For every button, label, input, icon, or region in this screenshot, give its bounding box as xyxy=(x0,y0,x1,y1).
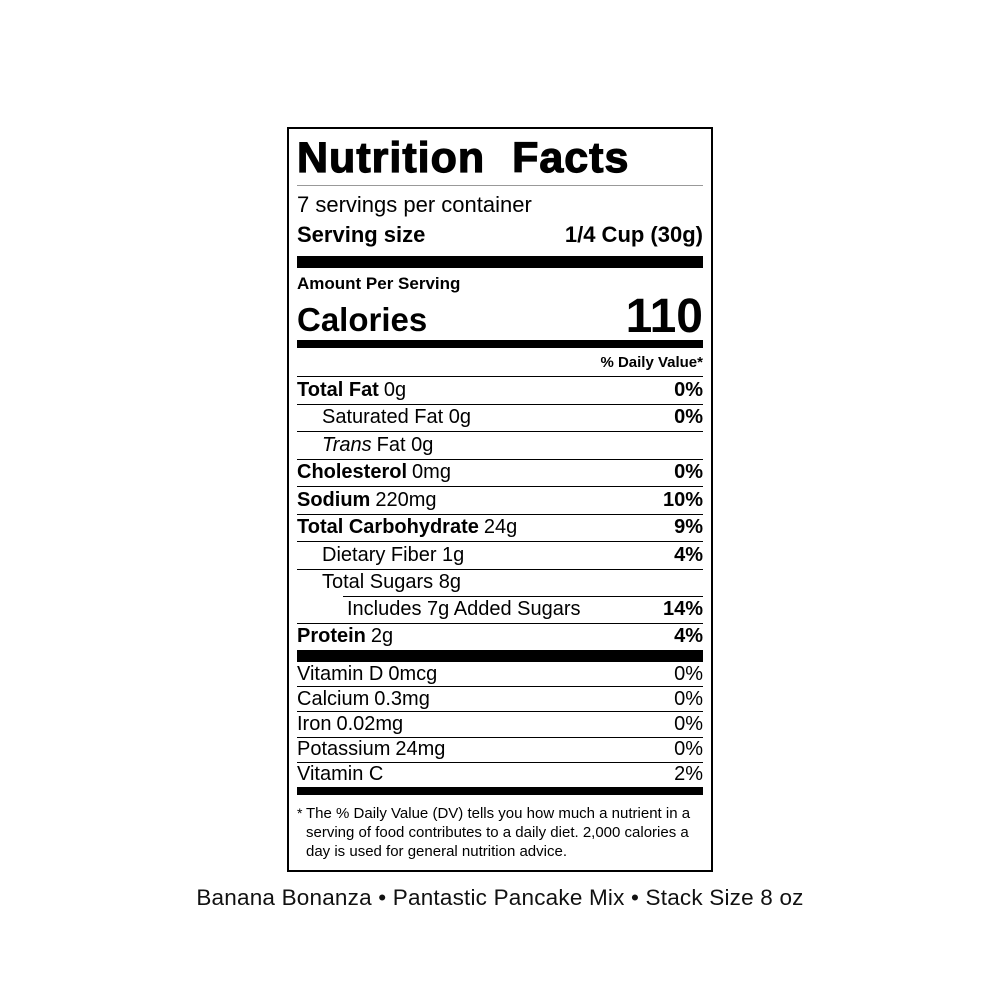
nutrient-row-total-fat: Total Fat 0g 0% xyxy=(297,377,703,405)
footnote-text: The % Daily Value (DV) tells you how muc… xyxy=(306,804,691,860)
micronutrient-dv: 0% xyxy=(674,687,703,710)
micronutrient-dv: 0% xyxy=(674,662,703,685)
nutrient-row-sodium: Sodium 220mg 10% xyxy=(297,487,703,515)
micronutrient-name: Vitamin C xyxy=(297,763,384,786)
nutrient-row-cholesterol: Cholesterol 0mg 0% xyxy=(297,460,703,487)
section-bar-thick xyxy=(297,650,703,662)
nutrient-name: Cholesterol xyxy=(297,461,408,484)
micronutrient-dv: 0% xyxy=(674,738,703,761)
daily-value-footnote: * The % Daily Value (DV) tells you how m… xyxy=(297,795,703,861)
micronutrient-dv: 0% xyxy=(674,712,703,735)
serving-size-label: Serving size xyxy=(297,222,426,247)
nutrient-dv: 4% xyxy=(674,543,703,566)
nutrient-dv: 14% xyxy=(662,597,703,620)
calories-value: 110 xyxy=(625,290,703,343)
nutrient-name: Total Carbohydrate xyxy=(297,516,479,539)
section-bar-medium xyxy=(297,340,703,348)
nutrient-amount: 0g xyxy=(383,378,407,401)
nutrient-row-total-sugars: Total Sugars 8g xyxy=(297,570,703,597)
nutrition-facts-label: Nutrition Facts 7 servings per container… xyxy=(287,127,713,872)
serving-size-row: Serving size 1/4 Cup (30g) xyxy=(297,218,703,256)
micronutrient-dv: 2% xyxy=(674,763,703,786)
nutrient-row-protein: Protein 2g 4% xyxy=(297,624,703,651)
nutrient-dv: 0% xyxy=(674,378,703,401)
nutrient-amount: Fat 0g xyxy=(376,433,434,456)
nutrient-dv: 4% xyxy=(674,625,703,648)
serving-size-value: 1/4 Cup (30g) xyxy=(564,222,703,247)
nutrient-rows: Total Fat 0g 0% Saturated Fat 0g 0% Tran… xyxy=(297,377,703,650)
nutrient-row-added-sugars: Includes 7g Added Sugars 14% xyxy=(297,596,703,624)
nutrient-name: Saturated Fat 0g xyxy=(322,406,471,429)
nutrient-amount: 24g xyxy=(483,516,518,539)
nutrient-row-total-carbohydrate: Total Carbohydrate 24g 9% xyxy=(297,515,703,542)
nutrient-amount: 220mg xyxy=(375,488,437,511)
micronutrient-row-calcium: Calcium 0.3mg 0% xyxy=(297,687,703,713)
micronutrient-row-iron: Iron 0.02mg 0% xyxy=(297,712,703,738)
nutrient-dv: 0% xyxy=(674,406,703,429)
micronutrient-name: Potassium xyxy=(297,738,391,761)
nutrient-row-dietary-fiber: Dietary Fiber 1g 4% xyxy=(297,542,703,570)
micronutrient-name: Iron xyxy=(297,712,332,735)
micronutrient-amount: 0mcg xyxy=(388,662,438,685)
daily-value-header: % Daily Value* xyxy=(297,348,703,377)
nutrient-dv: 9% xyxy=(674,516,703,539)
nutrient-name: Includes 7g Added Sugars xyxy=(347,597,581,620)
nutrient-name-italic: Trans xyxy=(322,433,372,456)
section-bar-medium xyxy=(297,786,703,795)
title-divider xyxy=(297,185,703,186)
micronutrient-rows: Vitamin D 0mcg 0% Calcium 0.3mg 0% Iron … xyxy=(297,662,703,787)
micronutrient-row-vitamin-d: Vitamin D 0mcg 0% xyxy=(297,662,703,688)
nutrient-amount: 0mg xyxy=(412,461,451,484)
nutrient-name: Total Sugars 8g xyxy=(322,571,461,594)
nutrient-amount: 2g xyxy=(370,625,394,648)
footnote-asterisk: * xyxy=(297,804,303,821)
micronutrient-name: Calcium xyxy=(297,687,370,710)
nutrient-name: Protein xyxy=(297,625,366,648)
calories-row: Calories 110 xyxy=(297,290,703,343)
micronutrient-row-vitamin-c: Vitamin C 2% xyxy=(297,763,703,787)
product-caption: Banana Bonanza • Pantastic Pancake Mix •… xyxy=(196,885,804,910)
nutrient-row-saturated-fat: Saturated Fat 0g 0% xyxy=(297,405,703,432)
servings-per-container: 7 servings per container xyxy=(297,192,532,217)
nutrient-name: Dietary Fiber 1g xyxy=(322,543,465,566)
label-title: Nutrition Facts xyxy=(296,134,630,182)
micronutrient-amount: 0.02mg xyxy=(336,712,404,735)
micronutrient-amount: 0.3mg xyxy=(374,687,430,710)
micronutrient-amount: 24mg xyxy=(395,738,446,761)
nutrient-row-trans-fat: Trans Fat 0g xyxy=(297,432,703,460)
micronutrient-name: Vitamin D xyxy=(297,662,384,685)
calories-label: Calories xyxy=(297,301,428,338)
nutrient-name: Total Fat xyxy=(297,378,379,401)
section-bar-thick xyxy=(297,256,703,268)
amount-per-serving-label: Amount Per Serving xyxy=(297,274,461,293)
nutrient-dv: 10% xyxy=(662,488,703,511)
nutrient-dv: 0% xyxy=(674,461,703,484)
nutrient-name: Sodium xyxy=(297,488,371,511)
micronutrient-row-potassium: Potassium 24mg 0% xyxy=(297,738,703,763)
